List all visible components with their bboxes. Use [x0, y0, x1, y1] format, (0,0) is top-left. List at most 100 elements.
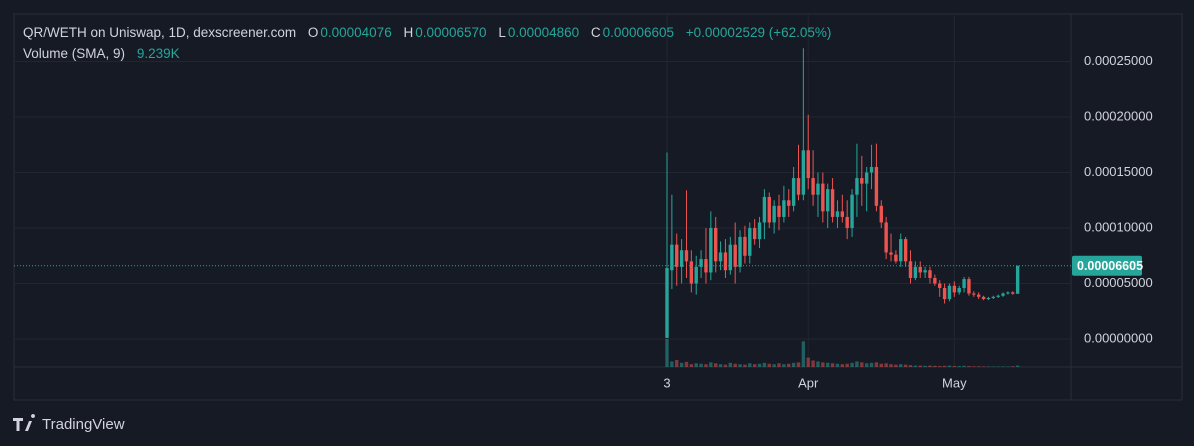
volume-bar	[728, 362, 733, 367]
candle-body	[826, 189, 830, 212]
candle-body	[942, 287, 947, 300]
volume-bar	[860, 362, 864, 367]
y-tick-label: 0.00010000	[1084, 219, 1153, 234]
candle-body	[923, 270, 927, 273]
candle-body	[864, 172, 869, 184]
candle-body	[709, 228, 713, 273]
candle-body	[972, 293, 976, 295]
candle-body	[1015, 265, 1020, 294]
volume-bar	[923, 365, 927, 367]
candle-body	[782, 200, 786, 217]
candle-body	[981, 296, 986, 300]
volume-bar	[787, 363, 791, 367]
volume-bar	[957, 366, 961, 367]
candle-body	[811, 178, 815, 195]
candle-body	[679, 250, 684, 267]
y-tick-label: 0.00015000	[1084, 164, 1153, 179]
volume-bar	[986, 366, 991, 367]
candle-body	[986, 297, 991, 300]
volume-bar	[889, 364, 893, 367]
x-tick-label: 3	[663, 375, 670, 390]
volume-bar	[806, 357, 810, 367]
volume-bar	[670, 361, 674, 367]
volume-bar	[699, 363, 703, 367]
volume-bar	[933, 365, 937, 367]
volume-bar	[816, 361, 820, 367]
volume-bar	[830, 363, 835, 367]
volume-bar	[782, 364, 786, 367]
candle-body	[879, 205, 883, 223]
candle-body	[733, 244, 737, 267]
volume-bar	[748, 363, 752, 367]
candle-body	[762, 196, 767, 223]
volume-bar	[894, 364, 898, 367]
volume-bar	[908, 365, 913, 367]
volume-bar	[821, 362, 825, 367]
y-tick-label: 0.00005000	[1084, 275, 1153, 290]
symbol: QR/WETH on Uniswap, 1D, dexscreener.com	[23, 25, 297, 40]
volume-bar	[1001, 366, 1005, 367]
volume-bar	[845, 363, 849, 367]
volume-bar	[972, 366, 976, 367]
volume-bar	[733, 363, 737, 367]
volume-bar	[874, 362, 879, 367]
volume-bar	[826, 362, 830, 367]
x-tick-label: Apr	[798, 375, 819, 390]
volume-bar	[767, 363, 771, 367]
candle-body	[806, 150, 810, 179]
volume-bar	[723, 364, 728, 367]
volume-bar	[709, 362, 713, 367]
candle-body	[694, 266, 698, 284]
candle-body	[952, 285, 957, 293]
candle-body	[928, 270, 932, 278]
volume-bar	[757, 363, 762, 367]
logo	[13, 414, 36, 431]
candle-body	[976, 294, 981, 297]
candle-body	[938, 283, 942, 288]
value: 0.00006570	[415, 25, 487, 40]
candle-body	[850, 194, 854, 229]
candle-body	[767, 196, 771, 223]
candle-body	[787, 200, 791, 206]
ohlc-legend: QR/WETH on Uniswap, 1D, dexscreener.com …	[23, 25, 833, 40]
volume-bar	[704, 364, 708, 367]
candle-body	[889, 252, 893, 255]
volume-bar	[913, 365, 918, 367]
candle-body	[1011, 292, 1015, 294]
candle-body	[874, 166, 879, 206]
brand: TradingView	[42, 416, 125, 433]
volume-bar	[694, 363, 698, 367]
candle-body	[899, 239, 903, 262]
volume-bar	[801, 341, 806, 367]
volume-bar	[835, 363, 840, 367]
value: 0.00006605	[602, 25, 674, 40]
label: L	[498, 25, 506, 40]
candle-body	[962, 279, 966, 288]
value: 0.00004076	[320, 25, 392, 40]
candle-body	[718, 252, 723, 262]
price-label-bg	[1072, 255, 1142, 276]
volume-bar	[772, 364, 776, 367]
volume-bar	[1011, 366, 1015, 367]
volume-bar	[752, 364, 757, 367]
volume-bar	[777, 363, 781, 367]
frame	[13, 13, 1183, 401]
volume-bar	[689, 364, 694, 367]
volume-bar	[675, 360, 679, 367]
candle-body	[845, 216, 849, 229]
value: 9.239K	[136, 46, 180, 61]
volume-bar	[796, 362, 801, 367]
volume-bar	[903, 364, 908, 367]
candle-body	[772, 205, 776, 223]
label: Volume (SMA, 9)	[23, 46, 126, 61]
volume-bar	[918, 365, 922, 367]
candle-body	[816, 183, 820, 195]
volume-bar	[967, 366, 971, 367]
volume-bar	[952, 366, 957, 367]
volume-bar	[738, 364, 742, 367]
volume-bar	[976, 366, 981, 367]
candle-body	[913, 266, 918, 278]
candle-body	[996, 295, 1000, 297]
volume-bar	[855, 361, 859, 367]
